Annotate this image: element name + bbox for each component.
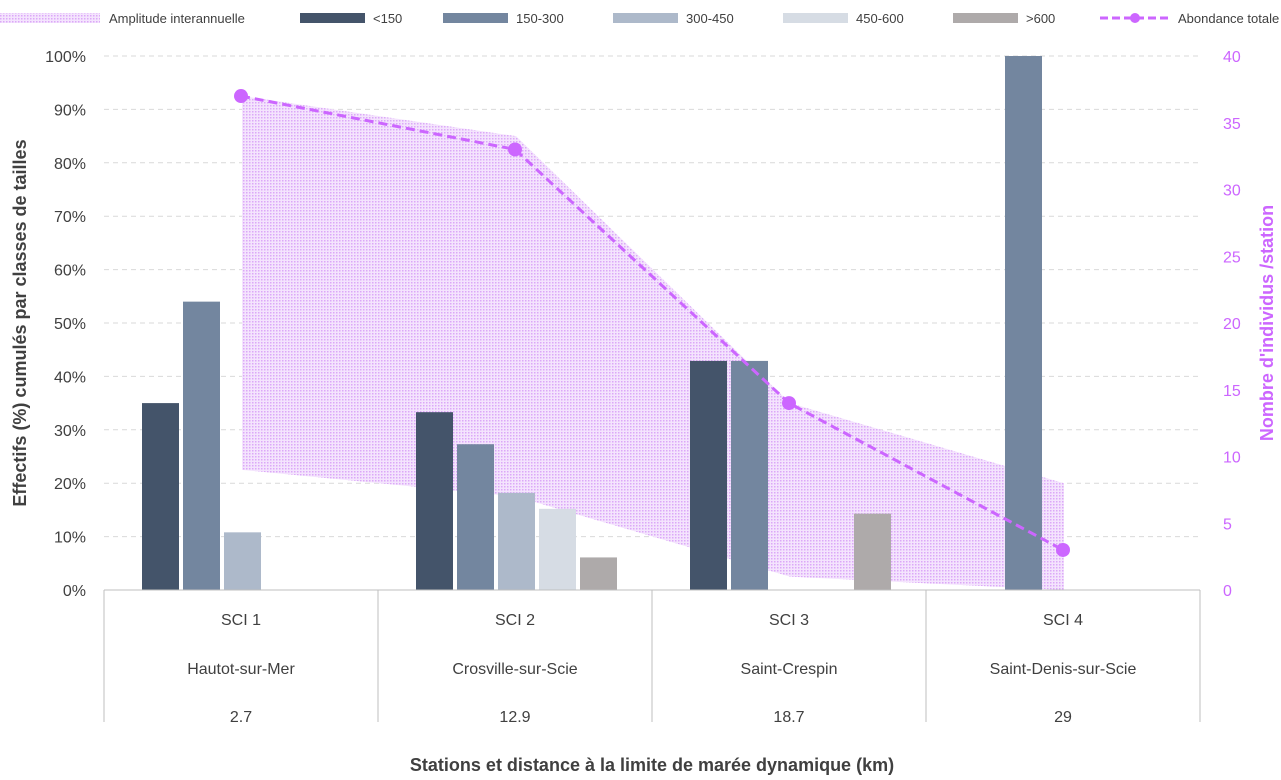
y-left-tick: 30%: [54, 423, 86, 440]
bar: [539, 508, 576, 590]
legend-label: Amplitude interannuelle: [109, 11, 245, 26]
abundance-point: [782, 396, 796, 411]
y-right-tick: 10: [1223, 450, 1241, 467]
abundance-point: [508, 142, 522, 157]
y-right-tick: 30: [1223, 183, 1241, 200]
y-left-tick: 10%: [54, 530, 86, 547]
x-axis-label: Stations et distance à la limite de maré…: [410, 755, 894, 775]
abundance-point: [234, 89, 248, 104]
legend-swatch: [300, 13, 365, 23]
category-code: SCI 3: [769, 612, 809, 629]
category-name: Crosville-sur-Scie: [452, 661, 577, 678]
bar: [690, 360, 727, 590]
y-right-tick: 35: [1223, 116, 1241, 133]
bar: [731, 360, 768, 590]
y-right-tick: 40: [1223, 49, 1241, 66]
legend-swatch: [783, 13, 848, 23]
bar: [457, 444, 494, 590]
legend-swatch-amplitude: [0, 13, 100, 23]
y-right-label: Nombre d'individus /station: [1257, 205, 1277, 441]
bar: [183, 301, 220, 590]
category-distance: 18.7: [773, 709, 804, 726]
bar: [142, 403, 179, 590]
y-left-tick: 60%: [54, 263, 86, 280]
abundance-point: [1056, 542, 1070, 557]
legend-swatch: [953, 13, 1018, 23]
y-left-label: Effectifs (%) cumulés par classes de tai…: [10, 139, 30, 506]
category-distance: 29: [1054, 709, 1072, 726]
y-right-tick: 20: [1223, 316, 1241, 333]
legend-label: <150: [373, 11, 402, 26]
category-name: Hautot-sur-Mer: [187, 661, 295, 678]
legend-label: >600: [1026, 11, 1055, 26]
bar: [416, 412, 453, 590]
amplitude-area: [242, 96, 1064, 591]
y-left-tick: 40%: [54, 369, 86, 386]
bar: [498, 492, 535, 590]
legend-swatch: [443, 13, 508, 23]
bar: [224, 532, 261, 590]
category-code: SCI 2: [495, 612, 535, 629]
y-left-tick: 20%: [54, 476, 86, 493]
legend-label: Abondance totale: [1178, 11, 1279, 26]
category-name: Saint-Crespin: [741, 661, 838, 678]
category-code: SCI 4: [1043, 612, 1083, 629]
y-left-tick: 50%: [54, 316, 86, 333]
bar: [854, 513, 891, 590]
category-distance: 12.9: [499, 709, 530, 726]
abundance-line: [234, 89, 1070, 557]
axes: 0% 10% 20% 30% 40% 50% 60% 70% 80% 90% 100% 0 5 10 15 2…: [45, 49, 1241, 726]
y-left-tick: 100%: [45, 49, 86, 66]
legend-label: 450-600: [856, 11, 904, 26]
y-right-tick: 25: [1223, 249, 1241, 266]
abundance-series-line: [240, 94, 1064, 552]
category-code: SCI 1: [221, 612, 261, 629]
legend: Amplitude interannuelle <150 150-300 300-45…: [0, 11, 1279, 26]
category-name: Saint-Denis-sur-Scie: [990, 661, 1137, 678]
y-left-tick: 0%: [63, 583, 86, 600]
bar: [1005, 56, 1042, 590]
y-left-tick: 80%: [54, 156, 86, 173]
category-distance: 2.7: [230, 709, 252, 726]
y-left-tick: 70%: [54, 209, 86, 226]
bar: [580, 557, 617, 590]
legend-label: 150-300: [516, 11, 564, 26]
amplitude-band: [242, 96, 1064, 591]
legend-swatch-point: [1130, 13, 1140, 23]
y-right-tick: 5: [1223, 516, 1232, 533]
y-left-tick: 90%: [54, 102, 86, 119]
y-right-tick: 0: [1223, 583, 1232, 600]
legend-swatch: [613, 13, 678, 23]
bars: [142, 56, 1042, 590]
legend-label: 300-450: [686, 11, 734, 26]
y-right-tick: 15: [1223, 383, 1241, 400]
